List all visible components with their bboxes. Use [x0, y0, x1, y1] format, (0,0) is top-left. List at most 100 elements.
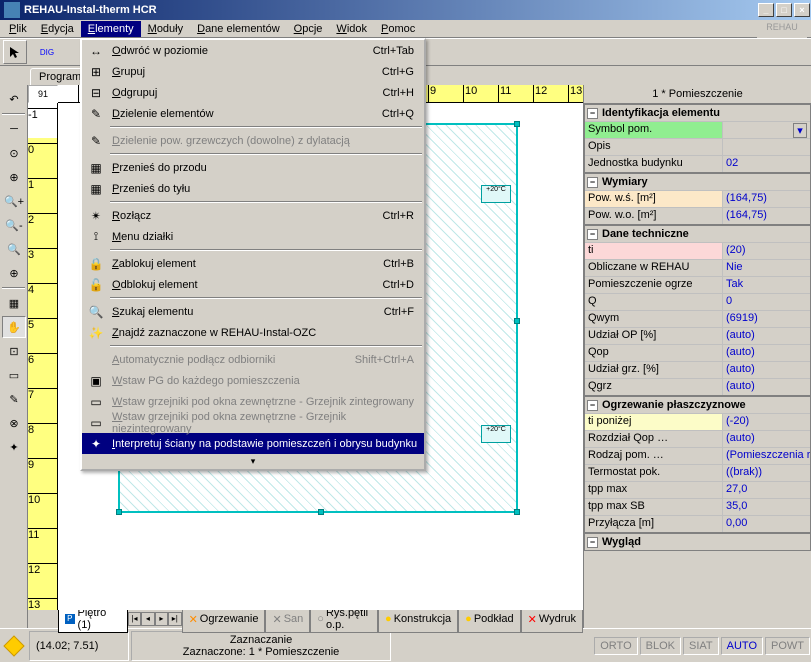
section-header: Ogrzewanie płaszczyznowe — [602, 399, 746, 411]
left-tool-14[interactable]: ✦ — [2, 436, 26, 458]
left-tool-10[interactable]: ⊡ — [2, 340, 26, 362]
menu-item-7[interactable]: ▦Przenieś do przodu — [82, 157, 424, 178]
maximize-button[interactable]: □ — [776, 3, 792, 17]
prop-value[interactable] — [722, 139, 810, 155]
indicator-orto[interactable]: ORTO — [594, 637, 637, 655]
prop-value[interactable]: (20) — [722, 243, 810, 259]
prop-value[interactable]: (auto) — [722, 431, 810, 447]
section-toggle[interactable]: − — [587, 400, 598, 411]
prop-key: Jednostka budynku — [585, 156, 722, 172]
menu-item-2[interactable]: ⊟OdgrupujCtrl+H — [82, 82, 424, 103]
menu-item-23[interactable]: ✦Interpretuj ściany na podstawie pomiesz… — [82, 433, 424, 454]
minimize-button[interactable]: _ — [758, 3, 774, 17]
prop-key: Przyłącza [m] — [585, 516, 722, 532]
prop-value[interactable]: Nie — [722, 260, 810, 276]
prop-value[interactable]: (auto) — [722, 328, 810, 344]
prop-value[interactable]: Tak — [722, 277, 810, 293]
menu-item-16[interactable]: 🔍Szukaj elementuCtrl+F — [82, 301, 424, 322]
prop-key: ti poniżej — [585, 414, 722, 430]
property-body: −Identyfikacja elementuSymbol pom.▾OpisJ… — [584, 104, 811, 628]
left-tool-6[interactable]: 🔍 — [2, 238, 26, 260]
marker-2: +20°C — [481, 425, 511, 443]
menu-item-17[interactable]: ✨Znajdź zaznaczone w REHAU-Instal-OZC — [82, 322, 424, 343]
prop-key: Q — [585, 294, 722, 310]
indicator-blok[interactable]: BLOK — [640, 637, 681, 655]
prop-value[interactable]: (Pomieszczenia robo — [722, 448, 810, 464]
section-toggle[interactable]: − — [587, 108, 598, 119]
prop-value[interactable]: (6919) — [722, 311, 810, 327]
prop-key: Termostat pok. — [585, 465, 722, 481]
status-indicators: ORTOBLOKSIATAUTOPOWT — [593, 636, 811, 656]
left-tool-7[interactable]: ⊕ — [2, 262, 26, 284]
prop-value[interactable]: 02 — [722, 156, 810, 172]
property-panel: 1 * Pomieszczenie −Identyfikacja element… — [583, 85, 811, 628]
left-tool-4[interactable]: 🔍+ — [2, 190, 26, 212]
menu-item-22: ▭Wstaw grzejniki pod okna zewnętrzne - G… — [82, 412, 424, 433]
section-toggle[interactable]: − — [587, 537, 598, 548]
prop-value[interactable]: 27,0 — [722, 482, 810, 498]
menu-item-13[interactable]: 🔒Zablokuj elementCtrl+B — [82, 253, 424, 274]
prop-value[interactable]: 35,0 — [722, 499, 810, 515]
indicator-powt[interactable]: POWT — [765, 637, 810, 655]
sheet-nav-prev[interactable]: ◂ — [141, 612, 154, 626]
left-tool-2[interactable]: ⊙ — [2, 142, 26, 164]
menu-dane elementów[interactable]: Dane elementów — [190, 21, 287, 37]
indicator-auto[interactable]: AUTO — [721, 637, 763, 655]
menu-expand[interactable]: ▾ — [82, 454, 424, 469]
prop-key: Pow. w.ś. [m²] — [585, 191, 722, 207]
prop-value[interactable]: ((brak)) — [722, 465, 810, 481]
prop-value[interactable]: (auto) — [722, 362, 810, 378]
prop-value[interactable]: 0 — [722, 294, 810, 310]
left-tool-3[interactable]: ⊕ — [2, 166, 26, 188]
sheet-nav-next[interactable]: ▸ — [155, 612, 168, 626]
left-tool-13[interactable]: ⊗ — [2, 412, 26, 434]
prop-key: Opis — [585, 139, 722, 155]
prop-key: ti — [585, 243, 722, 259]
left-tool-11[interactable]: ▭ — [2, 364, 26, 386]
prop-value[interactable]: (auto) — [722, 379, 810, 395]
indicator-siat[interactable]: SIAT — [683, 637, 719, 655]
prop-key: tpp max SB — [585, 499, 722, 515]
prop-value[interactable]: (auto) — [722, 345, 810, 361]
prop-value[interactable]: (164,75) — [722, 191, 810, 207]
sheet-nav-last[interactable]: ▸| — [168, 612, 181, 626]
menu-item-3[interactable]: ✎Dzielenie elementówCtrl+Q — [82, 103, 424, 124]
left-tool-0[interactable]: ↶ — [2, 88, 26, 110]
prop-value[interactable]: ▾ — [722, 122, 810, 138]
prop-value[interactable]: (164,75) — [722, 208, 810, 224]
dig-tool[interactable]: DIG — [35, 40, 59, 64]
menu-item-1[interactable]: ⊞GrupujCtrl+G — [82, 61, 424, 82]
menu-opcje[interactable]: Opcje — [287, 21, 330, 37]
prop-value[interactable]: 0,00 — [722, 516, 810, 532]
close-button[interactable]: × — [794, 3, 810, 17]
menu-item-0[interactable]: ↔Odwróć w poziomieCtrl+Tab — [82, 40, 424, 61]
left-tool-5[interactable]: 🔍- — [2, 214, 26, 236]
menu-item-21: ▭Wstaw grzejniki pod okna zewnętrzne - G… — [82, 391, 424, 412]
prop-value[interactable]: (-20) — [722, 414, 810, 430]
menu-edycja[interactable]: Edycja — [34, 21, 81, 37]
section-toggle[interactable]: − — [587, 229, 598, 240]
property-title: 1 * Pomieszczenie — [584, 85, 811, 104]
pointer-tool[interactable] — [3, 40, 27, 64]
ruler-vertical: -1012345678910111213 — [28, 103, 58, 610]
status-coords: (14.02; 7.51) — [29, 631, 129, 661]
left-tool-8[interactable]: ▦ — [2, 292, 26, 314]
menu-item-10[interactable]: ✴RozłączCtrl+R — [82, 205, 424, 226]
menu-item-8[interactable]: ▦Przenieś do tyłu — [82, 178, 424, 199]
left-tool-1[interactable]: ─ — [2, 118, 26, 140]
sheet-nav-first[interactable]: |◂ — [128, 612, 141, 626]
left-tool-12[interactable]: ✎ — [2, 388, 26, 410]
brand-logo: REHAU — [757, 22, 807, 38]
menu-pomoc[interactable]: Pomoc — [374, 21, 422, 37]
menubar: PlikEdycjaElementyModułyDane elementówOp… — [0, 20, 811, 38]
elements-dropdown: ↔Odwróć w poziomieCtrl+Tab⊞GrupujCtrl+G⊟… — [80, 38, 426, 471]
menu-elementy[interactable]: Elementy — [81, 21, 141, 37]
left-tool-9[interactable]: ✋ — [2, 316, 26, 338]
section-header: Wygląd — [602, 536, 641, 548]
menu-plik[interactable]: Plik — [2, 21, 34, 37]
section-toggle[interactable]: − — [587, 177, 598, 188]
menu-item-14[interactable]: 🔓Odblokuj elementCtrl+D — [82, 274, 424, 295]
menu-moduły[interactable]: Moduły — [141, 21, 190, 37]
menu-item-11[interactable]: ⟟Menu działki — [82, 226, 424, 247]
menu-widok[interactable]: Widok — [329, 21, 374, 37]
